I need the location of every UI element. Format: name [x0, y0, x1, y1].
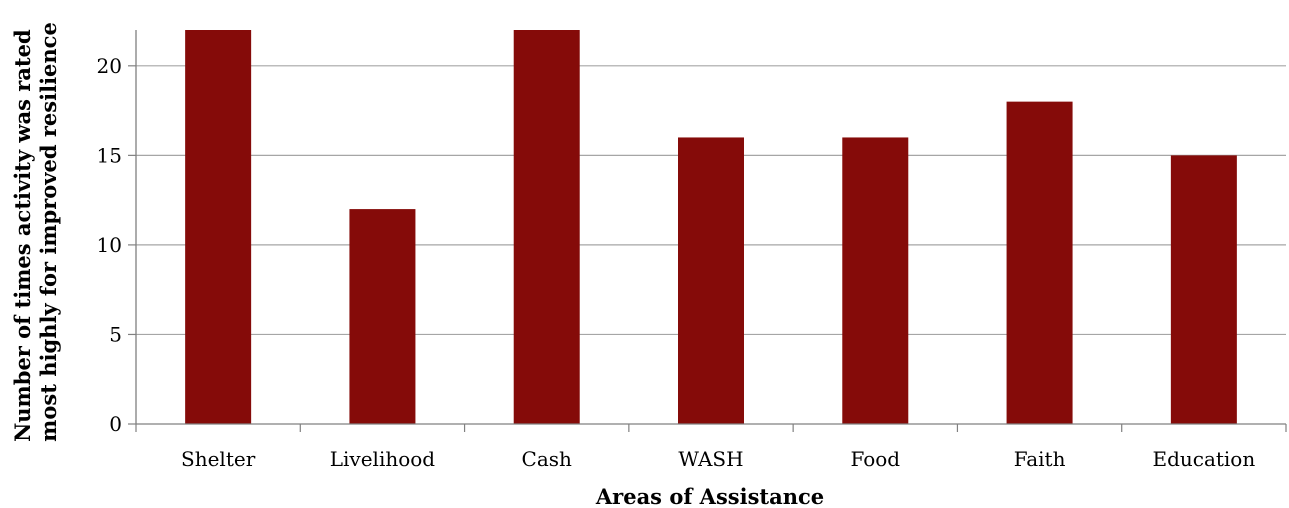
y-tick-label: 5: [109, 322, 122, 346]
x-tick-labels: Shelter Livelihood Cash WASH Food Faith Educat…: [181, 447, 1255, 471]
bar-livelihood: [349, 209, 416, 424]
y-tick-label: 0: [109, 412, 122, 436]
bar-shelter: [185, 30, 252, 424]
y-tick-label: 10: [97, 233, 122, 257]
axes: [128, 30, 1287, 432]
y-tick-labels: 0 5 10 15 20: [97, 54, 122, 436]
y-axis-title: Number of times activity was rated most …: [10, 22, 61, 442]
x-tick-label: WASH: [678, 447, 743, 471]
x-tick-label: Faith: [1014, 447, 1066, 471]
y-axis-title-line-1: Number of times activity was rated: [10, 29, 35, 442]
y-tick-label: 15: [97, 143, 122, 167]
x-axis-title: Areas of Assistance: [595, 484, 824, 508]
y-axis-title-line-2: most highly for improved resilience: [36, 22, 61, 442]
x-tick-label: Livelihood: [330, 447, 436, 471]
y-tick-label: 20: [97, 54, 122, 78]
x-tick-label: Food: [850, 447, 900, 471]
x-tick-label: Education: [1152, 447, 1255, 471]
bar-food: [842, 137, 909, 425]
bar-faith: [1006, 101, 1073, 425]
bar-cash: [513, 30, 580, 424]
bars: [185, 30, 1237, 425]
bar-education: [1170, 155, 1237, 424]
x-tick-label: Shelter: [181, 447, 256, 471]
x-tick-label: Cash: [522, 447, 572, 471]
bar-wash: [678, 137, 744, 425]
